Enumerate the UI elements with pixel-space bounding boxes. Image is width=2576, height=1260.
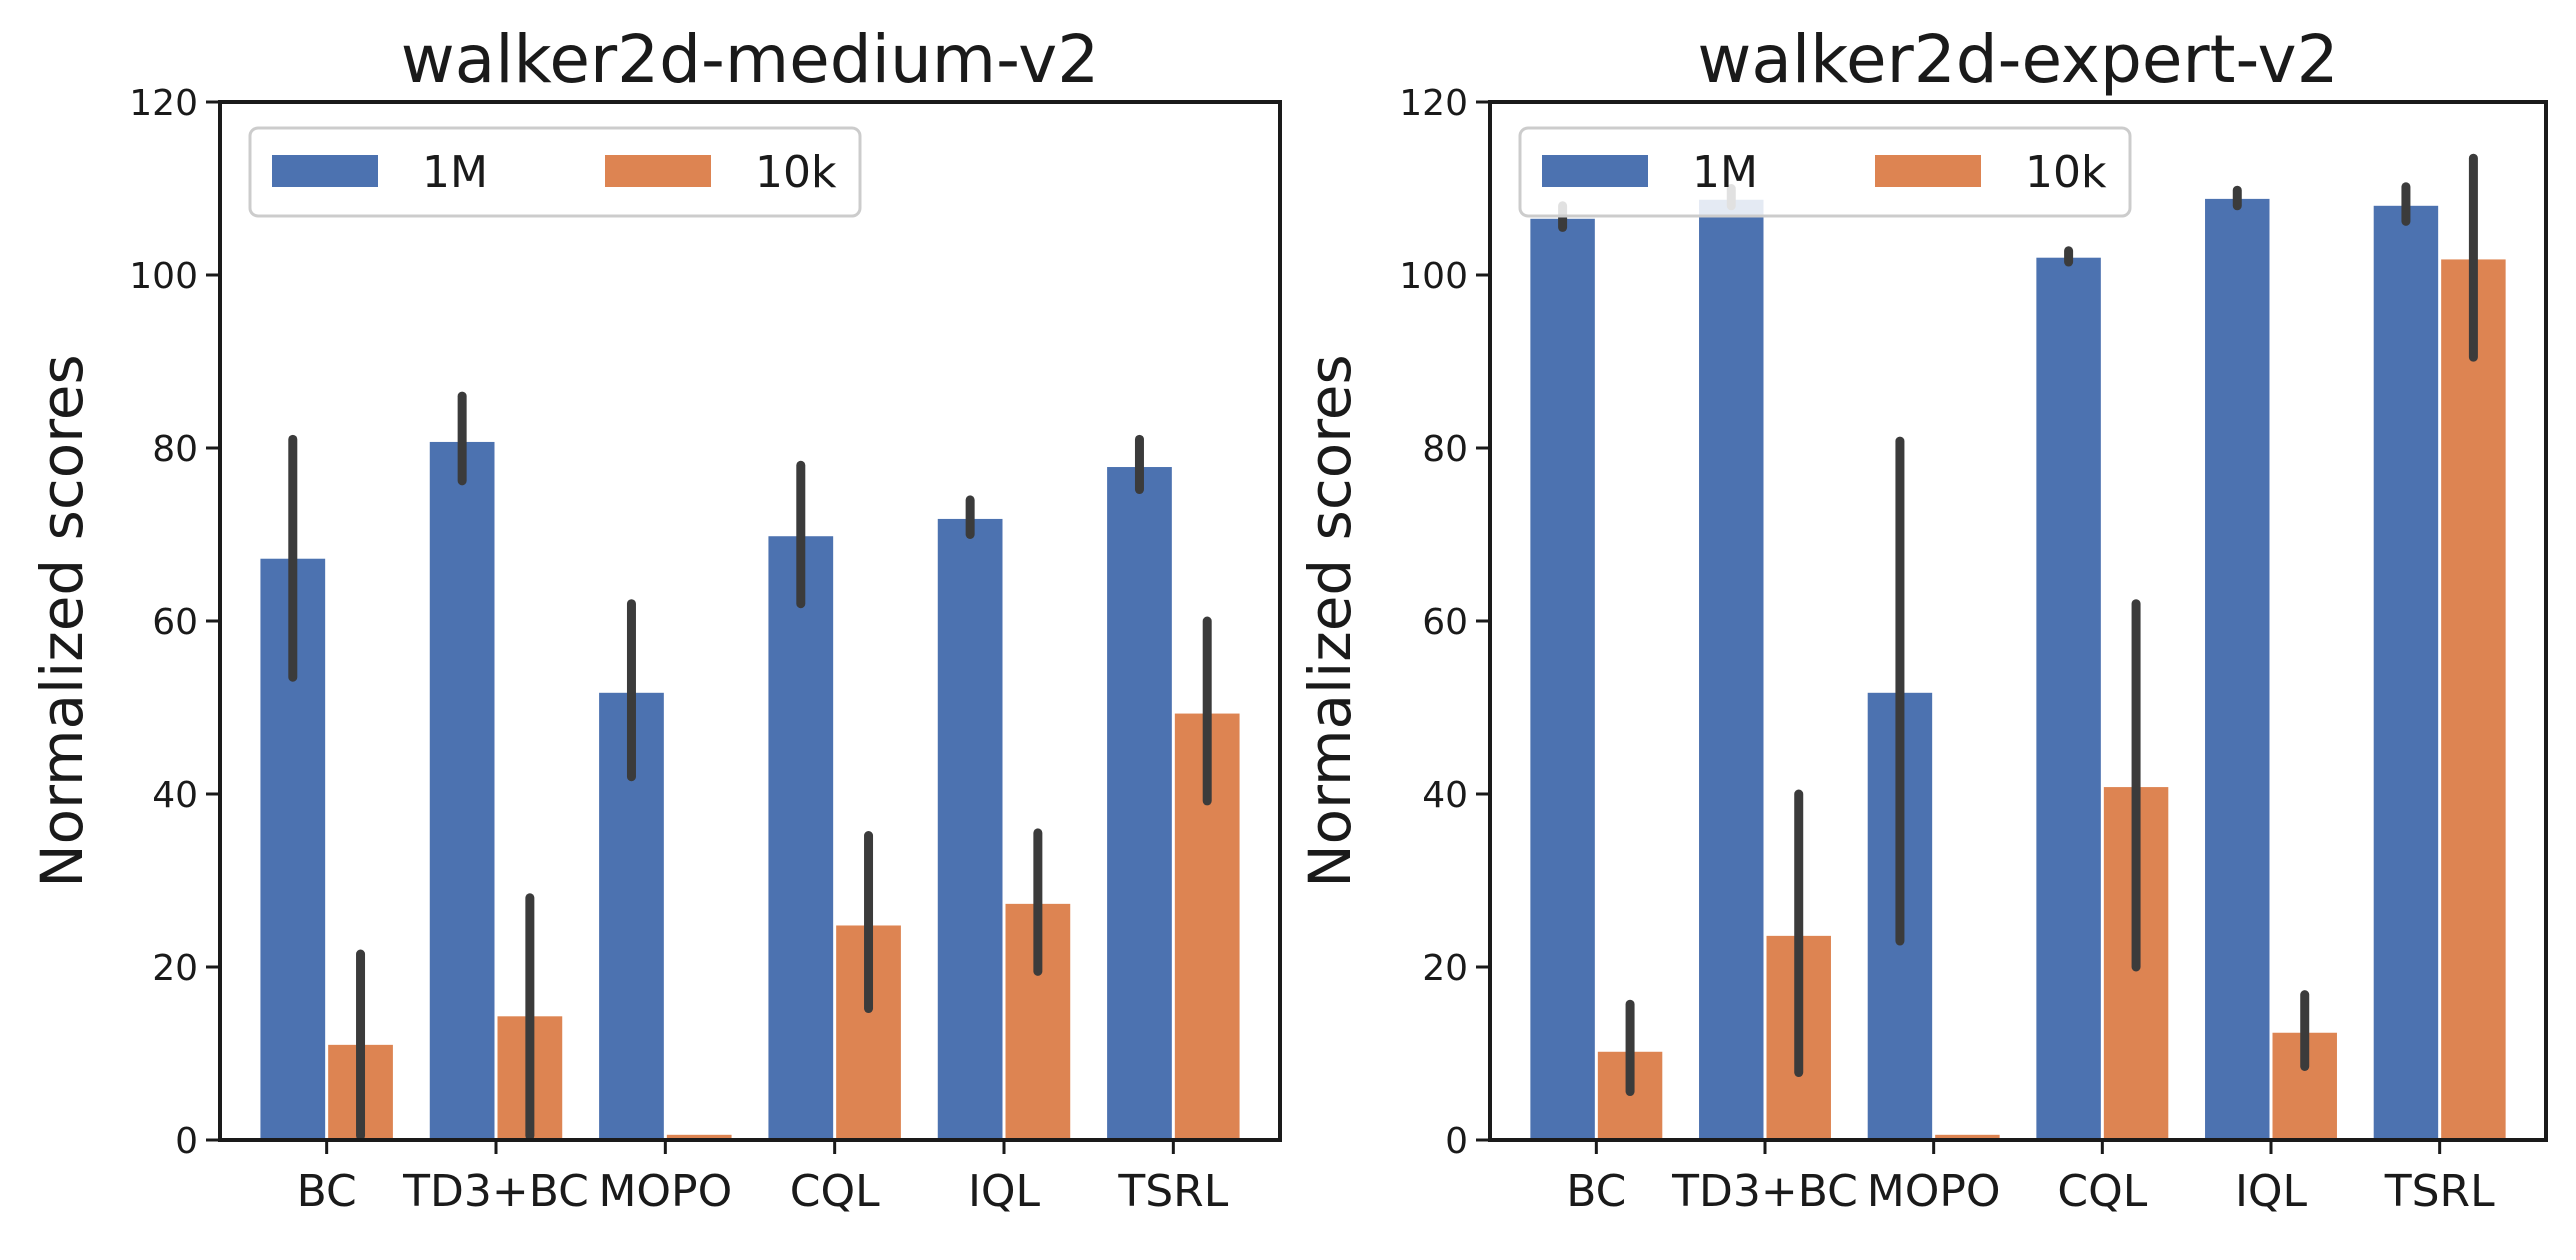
chart-title: walker2d-medium-v2 bbox=[401, 21, 1099, 98]
x-tick-label: BC bbox=[297, 1166, 357, 1217]
x-tick-label: TD3+BC bbox=[402, 1166, 589, 1217]
legend-label-10k: 10k bbox=[2025, 147, 2107, 198]
legend-swatch-10k bbox=[1875, 155, 1981, 187]
legend-swatch-1M bbox=[1542, 155, 1648, 187]
bar-1M-CQL bbox=[2036, 257, 2101, 1140]
x-tick-label: MOPO bbox=[598, 1166, 732, 1217]
legend-label-1M: 1M bbox=[422, 147, 488, 198]
y-tick-label: 40 bbox=[152, 775, 198, 816]
x-tick-label: TD3+BC bbox=[1671, 1166, 1858, 1217]
x-tick-label: MOPO bbox=[1867, 1166, 2001, 1217]
legend-box bbox=[1518, 126, 2132, 218]
y-tick-label: 80 bbox=[152, 429, 198, 470]
y-tick-label: 100 bbox=[129, 256, 198, 297]
bar-1M-CQL bbox=[768, 536, 834, 1140]
chart-walker2d-medium: walker2d-medium-v2 Normalized scores 0 20 40… bbox=[28, 21, 1282, 1217]
legend-swatch-1M bbox=[272, 155, 378, 187]
bar-10k-MOPO bbox=[666, 1134, 732, 1140]
legend-swatch-10k bbox=[605, 155, 711, 187]
bar-1M-TD3+BC bbox=[429, 441, 495, 1140]
y-tick-label: 100 bbox=[1399, 256, 1468, 297]
plot-frame bbox=[218, 100, 1282, 1142]
bar-1M-TSRL bbox=[2373, 205, 2439, 1141]
y-tick-label: 0 bbox=[1445, 1121, 1468, 1162]
legend-label-1M: 1M bbox=[1692, 147, 1758, 198]
bar-1M-TD3+BC bbox=[1699, 199, 1764, 1140]
legend-label-10k: 10k bbox=[755, 147, 837, 198]
bar-1M-BC bbox=[1530, 218, 1595, 1140]
x-tick-label: IQL bbox=[2235, 1166, 2308, 1217]
chart-walker2d-expert: walker2d-expert-v2 Normalized scores 0 20 40… bbox=[1296, 21, 2548, 1217]
bar-1M-IQL bbox=[937, 518, 1003, 1140]
y-tick-label: 0 bbox=[175, 1121, 198, 1162]
x-tick-label: TSRL bbox=[1117, 1166, 1228, 1217]
y-tick-label: 20 bbox=[1422, 948, 1468, 989]
bar-10k-MOPO bbox=[1935, 1134, 2000, 1140]
y-axis-label: Normalized scores bbox=[1296, 354, 1364, 887]
legend-box bbox=[248, 126, 862, 218]
y-tick-label: 40 bbox=[1422, 775, 1468, 816]
y-tick-label: 120 bbox=[1399, 83, 1468, 124]
x-tick-label: IQL bbox=[968, 1166, 1041, 1217]
x-tick-label: BC bbox=[1566, 1166, 1626, 1217]
y-tick-label: 120 bbox=[129, 83, 198, 124]
y-tick-label: 60 bbox=[1422, 602, 1468, 643]
x-tick-label: CQL bbox=[2057, 1166, 2147, 1217]
bar-1M-TSRL bbox=[1107, 467, 1172, 1140]
plot-frame bbox=[1488, 100, 2548, 1142]
y-tick-label: 20 bbox=[152, 948, 198, 989]
bar-1M-IQL bbox=[2205, 198, 2270, 1140]
x-tick-label: CQL bbox=[790, 1166, 880, 1217]
y-axis-label: Normalized scores bbox=[28, 354, 96, 887]
x-tick-label: TSRL bbox=[2384, 1166, 2495, 1217]
y-tick-label: 60 bbox=[152, 602, 198, 643]
chart-title: walker2d-expert-v2 bbox=[1697, 21, 2338, 98]
bar-10k-TSRL bbox=[2441, 259, 2506, 1140]
y-tick-label: 80 bbox=[1422, 429, 1468, 470]
